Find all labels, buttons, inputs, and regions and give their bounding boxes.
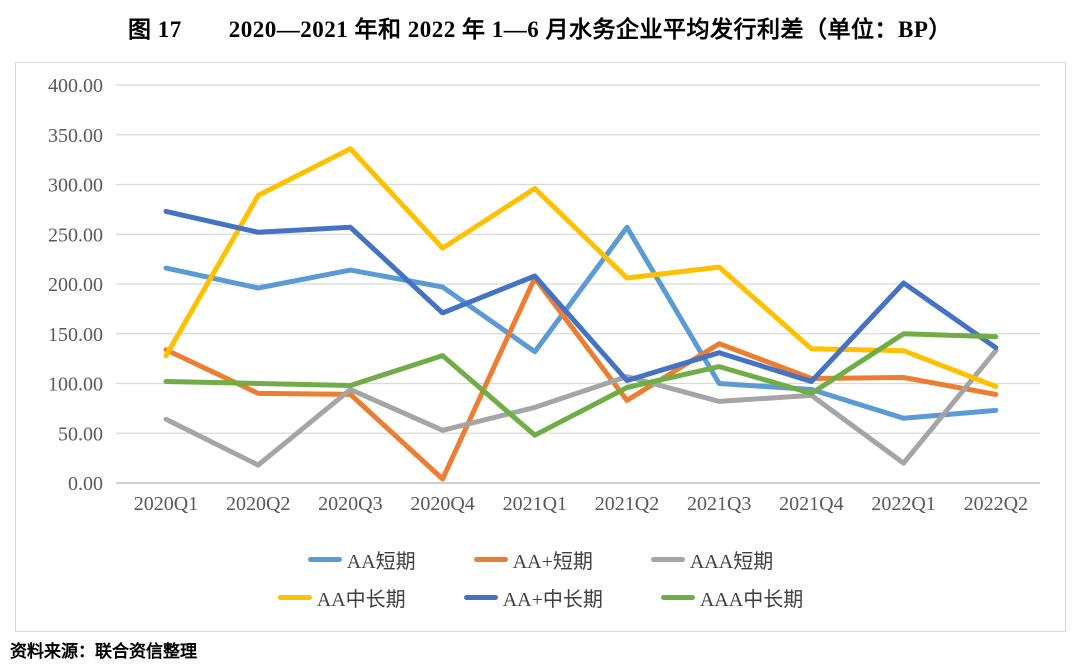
line-chart: 0.00 50.00 100.00 150.00 200.00 250.00 300.00 3…	[48, 75, 1040, 515]
x-tick-label: 2020Q1	[134, 493, 198, 515]
x-tick-label: 2021Q1	[503, 493, 567, 515]
y-tick-label: 100.00	[48, 374, 103, 396]
series-line-5	[163, 331, 999, 438]
x-tick-label: 2021Q2	[595, 493, 659, 515]
series-line-1	[163, 275, 999, 482]
legend-item: AA+中长期	[463, 583, 603, 612]
chart-panel: 0.00 50.00 100.00 150.00 200.00 250.00 300.00 3…	[15, 62, 1066, 632]
series-line-0	[163, 224, 999, 421]
x-tick-label: 2021Q3	[687, 493, 751, 515]
legend-item: AAA短期	[650, 545, 774, 574]
y-tick-label: 200.00	[48, 274, 103, 296]
x-tick-label: 2020Q3	[318, 493, 382, 515]
legend-row: AA中长期 AA+中长期 AAA中长期	[277, 583, 804, 612]
figure-title: 图 17 2020—2021 年和 2022 年 1—6 月水务企业平均发行利差…	[128, 17, 952, 42]
legend-label: AA短期	[346, 551, 416, 573]
series-line-4	[163, 208, 999, 384]
x-tick-label: 2022Q2	[964, 493, 1028, 515]
y-tick-label: 50.00	[58, 423, 103, 445]
legend-swatch-icon	[660, 595, 695, 600]
x-tick-label: 2020Q4	[410, 493, 474, 515]
series-line-3	[163, 146, 999, 389]
x-tick-label: 2021Q4	[779, 493, 843, 515]
legend-swatch-icon	[473, 557, 508, 562]
legend-label: AAA中长期	[699, 589, 804, 611]
legend-swatch-icon	[650, 557, 685, 562]
legend-label: AAA短期	[689, 551, 774, 573]
legend-item: AA中长期	[277, 583, 406, 612]
y-tick-label: 400.00	[48, 75, 103, 97]
y-tick-label: 350.00	[48, 125, 103, 147]
chart-legend: AA短期 AA+短期 AAA短期 AA中长期 AA+中长期 AAA中长期	[16, 545, 1065, 612]
legend-swatch-icon	[277, 595, 312, 600]
y-tick-label: 0.00	[68, 473, 103, 495]
legend-label: AA+中长期	[502, 589, 603, 611]
y-tick-label: 250.00	[48, 224, 103, 246]
source-note: 资料来源：联合资信整理	[10, 642, 197, 661]
legend-label: AA+短期	[512, 551, 593, 573]
legend-item: AAA中长期	[660, 583, 804, 612]
legend-swatch-icon	[307, 557, 342, 562]
legend-label: AA中长期	[316, 589, 406, 611]
x-tick-label: 2022Q1	[871, 493, 935, 515]
legend-item: AA+短期	[473, 545, 593, 574]
y-tick-label: 150.00	[48, 324, 103, 346]
x-tick-label: 2020Q2	[226, 493, 290, 515]
legend-swatch-icon	[463, 595, 498, 600]
series-line-2	[163, 348, 999, 468]
y-tick-label: 300.00	[48, 175, 103, 197]
legend-item: AA短期	[307, 545, 416, 574]
legend-row: AA短期 AA+短期 AAA短期	[307, 545, 774, 574]
